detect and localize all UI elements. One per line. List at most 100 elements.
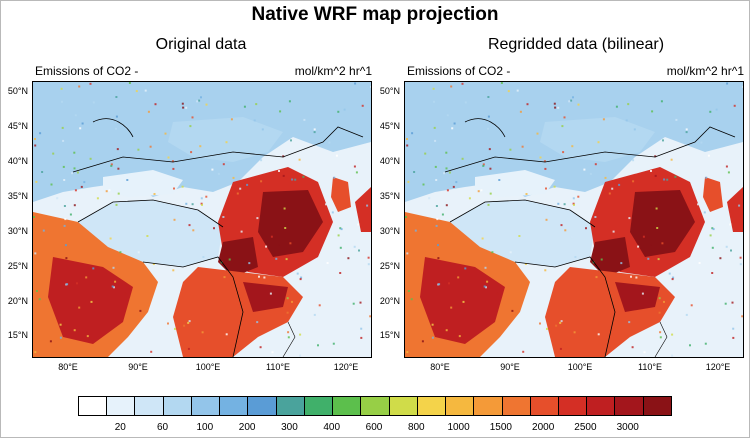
emission-pixel — [435, 179, 438, 181]
emission-pixel — [147, 110, 150, 113]
emission-pixel — [628, 217, 631, 220]
emission-pixel — [461, 157, 464, 160]
emission-pixel — [137, 251, 140, 254]
emission-pixel — [192, 229, 195, 232]
border-line — [142, 256, 244, 357]
lon-tick: 90°E — [500, 362, 520, 372]
emission-pixel — [553, 102, 556, 105]
emission-pixel — [560, 224, 563, 227]
emission-pixel — [73, 151, 76, 154]
emission-pixel — [526, 103, 529, 106]
emission-pixel — [585, 227, 587, 230]
emission-pixel — [487, 115, 490, 118]
emission-pixel — [563, 203, 566, 206]
emission-pixel — [116, 148, 119, 151]
south-china-hotspot — [615, 282, 660, 312]
lat-tick: 20°N — [379, 296, 400, 306]
emission-pixel — [464, 101, 467, 104]
units-label: mol/km^2 hr^1 — [666, 64, 744, 78]
emission-pixel — [564, 229, 567, 232]
emission-pixel — [631, 346, 634, 349]
emission-pixel — [431, 323, 434, 326]
emission-pixel — [462, 300, 465, 303]
emission-pixel — [69, 213, 72, 216]
colorbar — [78, 396, 672, 416]
emission-pixel — [367, 256, 370, 259]
emission-pixel — [74, 189, 77, 192]
emission-pixel — [115, 127, 117, 130]
emission-pixel — [205, 195, 208, 198]
colorbar-swatch — [107, 397, 136, 415]
emission-pixel — [487, 96, 490, 98]
emission-pixel — [63, 205, 66, 207]
colorbar-swatch — [220, 397, 249, 415]
emission-pixel — [571, 145, 574, 148]
emission-pixel — [739, 263, 742, 266]
units-label: mol/km^2 hr^1 — [294, 64, 372, 78]
emission-pixel — [117, 192, 120, 195]
emission-pixel — [240, 230, 243, 233]
lon-tick: 120°E — [333, 362, 359, 372]
emission-pixel — [355, 171, 358, 174]
emission-pixel — [546, 327, 548, 330]
emission-pixel — [406, 351, 409, 354]
lat-tick: 15°N — [379, 330, 400, 340]
emission-pixel — [49, 340, 52, 343]
emission-pixel — [489, 167, 492, 170]
colorbar-swatch — [304, 397, 334, 415]
emission-pixel — [59, 323, 62, 326]
japan-region — [355, 187, 371, 232]
emission-pixel — [200, 202, 203, 205]
emission-pixel — [647, 257, 650, 260]
emission-pixel — [201, 203, 203, 206]
emission-pixel — [56, 197, 59, 200]
colorbar-swatch — [474, 397, 503, 415]
emission-pixel — [448, 282, 450, 285]
emission-pixel — [521, 145, 524, 148]
emission-pixel — [89, 157, 92, 160]
emission-pixel — [545, 218, 548, 221]
east-china-hotspot — [258, 190, 323, 257]
lon-tick: 100°E — [567, 362, 593, 372]
emission-pixel — [705, 176, 708, 179]
emission-pixel — [42, 229, 45, 232]
emission-pixel — [230, 118, 233, 121]
lon-tick: 110°E — [638, 362, 662, 372]
emission-pixel — [730, 249, 732, 252]
emission-pixel — [483, 285, 486, 288]
emission-pixel — [300, 276, 303, 279]
emission-pixel — [725, 165, 728, 168]
emission-pixel — [152, 263, 155, 265]
emission-pixel — [284, 227, 287, 229]
colorbar-swatch — [163, 397, 192, 415]
emission-pixel — [108, 189, 111, 192]
lat-tick: 15°N — [7, 330, 28, 340]
emission-pixel — [712, 228, 715, 231]
emission-pixel — [200, 197, 203, 200]
colorbar-tick-label: 3000 — [616, 422, 639, 433]
colorbar-tick-label: 400 — [323, 422, 341, 433]
emission-pixel — [594, 216, 597, 218]
emission-pixel — [572, 197, 575, 200]
lat-tick: 25°N — [7, 261, 28, 271]
emission-pixel — [78, 85, 81, 88]
emission-pixel — [511, 309, 514, 312]
emission-pixel — [332, 342, 335, 345]
emission-pixel — [627, 103, 630, 106]
lat-tick: 50°N — [7, 86, 28, 96]
emission-pixel — [457, 276, 460, 279]
emissions-map — [32, 81, 372, 358]
lat-tick: 20°N — [7, 296, 28, 306]
colorbar-tick-label: 1500 — [489, 422, 512, 433]
emission-pixel — [248, 262, 251, 265]
emission-pixel — [561, 125, 564, 128]
emission-pixel — [196, 100, 199, 103]
emission-pixel — [670, 158, 673, 161]
emission-pixel — [732, 327, 735, 330]
border-line — [514, 256, 616, 357]
emission-pixel — [359, 301, 362, 304]
emission-pixel — [650, 170, 652, 172]
colorbar-tick-label: 200 — [238, 422, 256, 433]
emission-pixel — [174, 327, 176, 330]
mongolia-region — [540, 117, 655, 162]
